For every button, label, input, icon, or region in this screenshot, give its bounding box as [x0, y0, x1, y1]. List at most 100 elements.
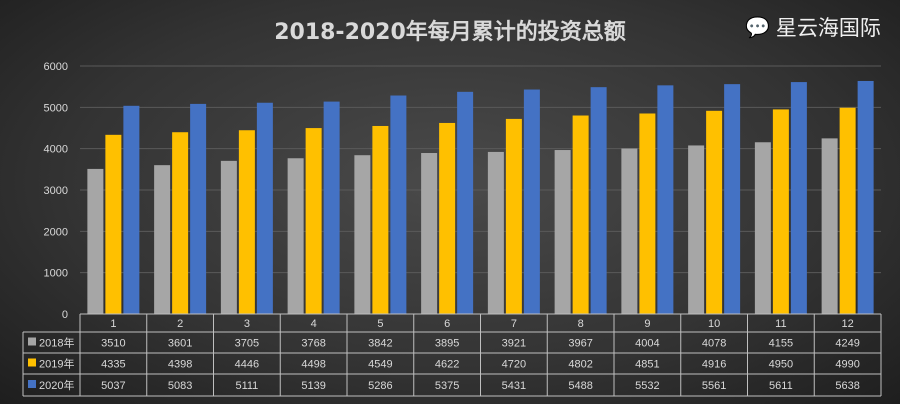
- data-label: 4249: [835, 338, 859, 350]
- bar-2019年-3: [238, 130, 255, 314]
- bar-2020年-6: [457, 91, 474, 314]
- legend-label: 2020年: [39, 378, 74, 392]
- bar-2018年-4: [287, 158, 304, 314]
- y-tick-label: 2000: [44, 226, 68, 238]
- data-label: 3705: [235, 338, 259, 350]
- bar-2018年-12: [821, 138, 838, 314]
- x-tick-label: 10: [708, 318, 720, 330]
- data-label: 5111: [235, 380, 258, 392]
- data-label: 4155: [769, 338, 793, 350]
- bar-2018年-11: [754, 142, 771, 314]
- bar-2018年-3: [220, 160, 237, 314]
- data-label: 5638: [835, 380, 859, 392]
- data-label: 4851: [635, 359, 659, 371]
- x-tick-label: 9: [644, 318, 650, 330]
- bar-2020年-10: [724, 84, 741, 315]
- bar-2020年-2: [190, 103, 207, 314]
- legend-label: 2018年: [39, 336, 74, 350]
- data-label: 3601: [168, 338, 192, 350]
- bar-2019年-11: [772, 109, 789, 315]
- data-label: 5375: [435, 380, 459, 392]
- chart-title: 2018-2020年每月累计的投资总额: [274, 20, 626, 45]
- bar-2018年-9: [621, 148, 638, 314]
- wechat-icon: 💬: [745, 15, 770, 39]
- bar-2019年-7: [505, 118, 522, 314]
- data-label: 4916: [702, 359, 726, 371]
- bar-2020年-12: [857, 80, 874, 314]
- data-label: 3768: [301, 338, 325, 350]
- y-tick-label: 5000: [44, 102, 68, 114]
- x-tick-label: 4: [311, 318, 317, 330]
- bar-2020年-1: [123, 105, 140, 314]
- bar-2018年-5: [354, 155, 371, 314]
- x-tick-label: 8: [578, 318, 584, 330]
- bar-2019年-12: [839, 107, 856, 314]
- y-tick-label: 4000: [44, 144, 68, 156]
- data-label: 4720: [502, 359, 526, 371]
- bar-2020年-9: [657, 85, 674, 315]
- x-tick-label: 12: [842, 318, 854, 330]
- x-tick-label: 1: [110, 318, 116, 330]
- bar-2019年-9: [639, 113, 656, 314]
- bar-2019年-1: [105, 134, 122, 314]
- data-label: 5431: [502, 380, 526, 392]
- data-label: 4549: [368, 359, 392, 371]
- y-tick-label: 0: [62, 309, 68, 321]
- data-label: 3510: [101, 338, 125, 350]
- legend-key-2018年: [28, 337, 36, 346]
- x-tick-label: 7: [511, 318, 517, 330]
- bar-2020年-3: [256, 102, 273, 314]
- bar-2018年-2: [154, 165, 171, 314]
- legend-key-2020年: [28, 380, 36, 388]
- legend-label: 2019年: [39, 357, 74, 371]
- bar-2020年-4: [323, 101, 340, 314]
- x-tick-label: 5: [377, 318, 383, 330]
- legend-key-2019年: [28, 358, 36, 367]
- bar-2018年-1: [87, 168, 104, 314]
- data-label: 4446: [235, 359, 259, 371]
- watermark-text: 星云海国际: [775, 16, 881, 40]
- x-tick-label: 11: [775, 318, 786, 330]
- data-label: 4004: [635, 338, 659, 350]
- data-label: 4622: [435, 359, 459, 371]
- data-label: 3895: [435, 338, 459, 350]
- bar-2019年-10: [706, 110, 723, 315]
- data-label: 5611: [769, 380, 793, 392]
- data-label: 5532: [635, 380, 659, 392]
- data-label: 4802: [568, 359, 592, 371]
- bar-2020年-5: [390, 95, 407, 315]
- data-label: 4335: [101, 359, 125, 371]
- data-label: 5083: [168, 380, 192, 392]
- bar-2019年-8: [572, 115, 589, 314]
- data-label: 5286: [368, 380, 392, 392]
- bar-2020年-11: [790, 82, 807, 314]
- watermark: 💬 星云海国际: [745, 12, 881, 42]
- x-tick-label: 2: [177, 318, 183, 330]
- bar-2018年-6: [421, 153, 438, 314]
- data-label: 3967: [568, 338, 592, 350]
- data-label: 4990: [835, 359, 859, 371]
- data-label: 5037: [101, 380, 125, 392]
- bar-2020年-7: [523, 89, 540, 314]
- y-tick-label: 3000: [44, 185, 68, 197]
- bar-2019年-2: [172, 132, 189, 314]
- data-label: 5139: [301, 380, 325, 392]
- y-tick-label: 1000: [44, 268, 68, 280]
- data-label: 3921: [502, 338, 526, 350]
- bar-2019年-4: [305, 128, 322, 314]
- data-label: 4950: [769, 359, 793, 371]
- y-tick-label: 6000: [44, 61, 68, 73]
- data-label: 4498: [301, 359, 325, 371]
- data-label: 5488: [568, 380, 592, 392]
- bar-2020年-8: [590, 87, 607, 315]
- bar-2019年-6: [439, 122, 456, 314]
- bar-2018年-7: [487, 151, 504, 314]
- data-label: 4398: [168, 359, 192, 371]
- x-tick-label: 3: [244, 318, 250, 330]
- x-tick-label: 6: [444, 318, 450, 330]
- data-label: 5561: [702, 380, 726, 392]
- data-label: 4078: [702, 338, 726, 350]
- bar-2018年-10: [688, 145, 705, 314]
